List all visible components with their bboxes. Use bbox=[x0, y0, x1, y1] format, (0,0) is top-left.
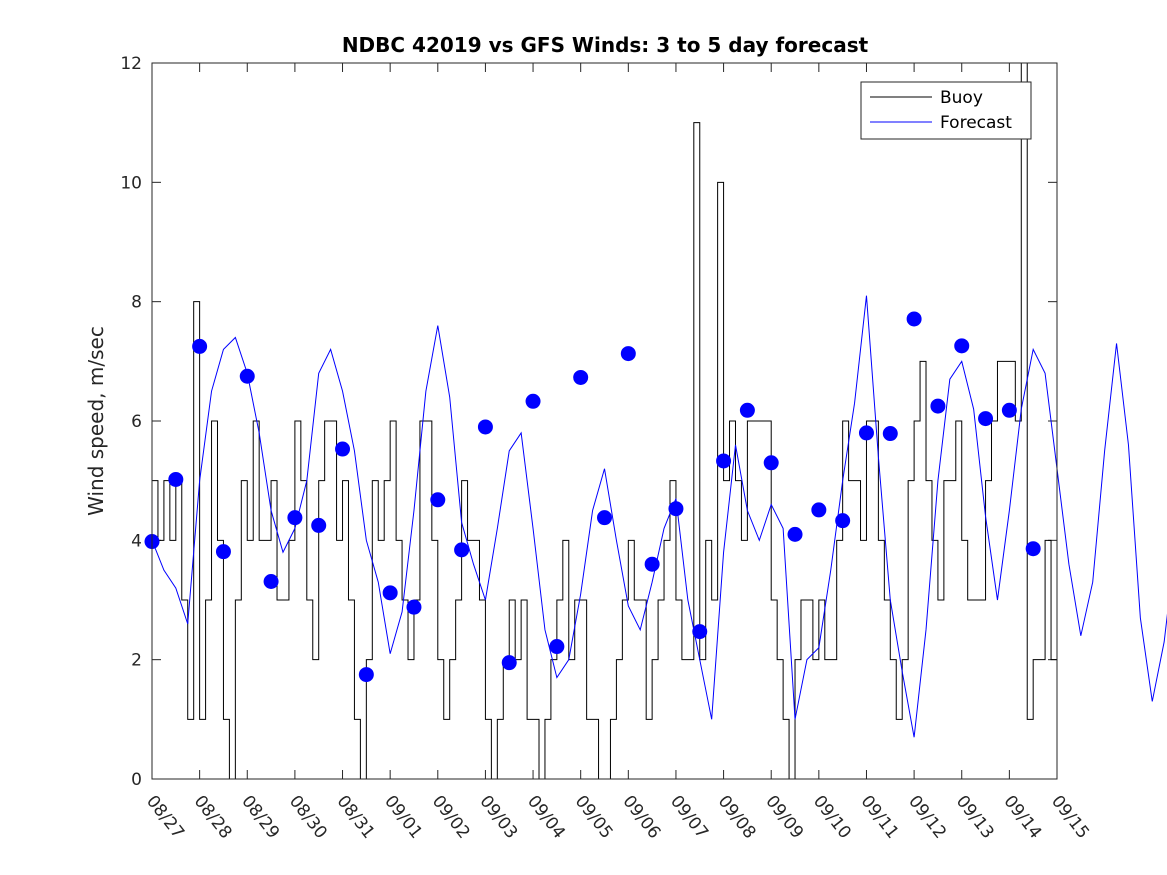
forecast-marker-11 bbox=[406, 599, 422, 615]
x-tick-label-12: 09/08 bbox=[714, 792, 760, 843]
y-axis-label: Wind speed, m/sec bbox=[84, 326, 108, 516]
forecast-marker-23 bbox=[692, 624, 708, 640]
x-tick-label-18: 09/14 bbox=[999, 792, 1045, 843]
y-tick-label-1: 2 bbox=[131, 651, 142, 671]
x-tick-label-15: 09/11 bbox=[857, 792, 903, 843]
forecast-marker-6 bbox=[287, 510, 303, 526]
x-tick-label-19: 09/15 bbox=[1047, 792, 1093, 843]
forecast-marker-18 bbox=[573, 369, 589, 385]
forecast-marker-1 bbox=[168, 471, 184, 487]
legend-forecast-label: Forecast bbox=[940, 113, 1012, 133]
forecast-marker-15 bbox=[501, 655, 517, 671]
forecast-marker-37 bbox=[1025, 541, 1041, 557]
forecast-marker-2 bbox=[192, 338, 208, 354]
forecast-marker-13 bbox=[454, 542, 470, 558]
y-tick-label-2: 4 bbox=[131, 531, 142, 551]
forecast-marker-27 bbox=[787, 526, 803, 542]
forecast-marker-8 bbox=[335, 441, 351, 457]
y-tick-label-4: 8 bbox=[131, 293, 142, 313]
forecast-marker-12 bbox=[430, 492, 446, 508]
legend: Buoy Forecast bbox=[860, 81, 1032, 140]
forecast-marker-19 bbox=[597, 510, 612, 526]
forecast-marker-3 bbox=[215, 544, 231, 560]
y-tick-label-0: 0 bbox=[131, 770, 142, 790]
y-tick-labels: 0 2 4 6 8 10 12 bbox=[120, 54, 142, 790]
x-tick-label-5: 09/01 bbox=[380, 792, 426, 843]
forecast-marker-17 bbox=[549, 639, 565, 655]
x-tick-label-17: 09/13 bbox=[952, 792, 998, 843]
forecast-marker-28 bbox=[811, 502, 827, 518]
x-tick-label-6: 09/02 bbox=[428, 792, 474, 843]
x-tick-label-1: 08/28 bbox=[190, 792, 236, 843]
tick-marks bbox=[151, 62, 1058, 780]
forecast-marker-22 bbox=[668, 501, 684, 517]
forecast-marker-33 bbox=[930, 398, 946, 414]
x-tick-label-4: 08/31 bbox=[333, 792, 379, 843]
forecast-marker-29 bbox=[835, 513, 851, 529]
plot-frame bbox=[151, 62, 1058, 780]
x-tick-label-0: 08/27 bbox=[142, 792, 188, 843]
forecast-marker-10 bbox=[382, 585, 398, 601]
x-tick-label-13: 09/09 bbox=[761, 792, 807, 843]
forecast-series-line bbox=[151, 295, 1167, 738]
x-tick-label-2: 08/29 bbox=[237, 792, 283, 843]
x-tick-label-8: 09/04 bbox=[523, 792, 569, 843]
x-tick-label-11: 09/07 bbox=[666, 792, 712, 843]
y-tick-label-6: 12 bbox=[120, 54, 142, 74]
x-tick-labels: 08/27 08/28 08/29 08/30 08/31 09/01 09/02 09/03… bbox=[142, 792, 1093, 843]
forecast-marker-4 bbox=[239, 368, 255, 384]
legend-box bbox=[860, 81, 1032, 140]
forecast-marker-5 bbox=[263, 574, 279, 589]
forecast-marker-35 bbox=[978, 411, 994, 427]
forecast-marker-7 bbox=[311, 517, 327, 533]
x-tick-label-10: 09/06 bbox=[618, 792, 664, 843]
forecast-series-group bbox=[151, 295, 1167, 738]
forecast-marker-21 bbox=[644, 556, 660, 572]
x-tick-label-7: 09/03 bbox=[475, 792, 521, 843]
forecast-marker-25 bbox=[739, 402, 755, 418]
chart-title: NDBC 42019 vs GFS Winds: 3 to 5 day fore… bbox=[342, 33, 869, 57]
forecast-marker-31 bbox=[882, 426, 898, 442]
forecast-marker-32 bbox=[906, 311, 922, 327]
forecast-marker-34 bbox=[954, 338, 970, 354]
x-tick-label-9: 09/05 bbox=[571, 792, 617, 843]
forecast-marker-24 bbox=[716, 453, 732, 469]
forecast-marker-16 bbox=[525, 393, 541, 409]
forecast-marker-26 bbox=[763, 455, 779, 471]
forecast-marker-9 bbox=[358, 667, 374, 683]
x-tick-label-3: 08/30 bbox=[285, 792, 331, 843]
forecast-marker-group bbox=[144, 311, 1041, 683]
legend-buoy-label: Buoy bbox=[940, 88, 983, 108]
forecast-marker-14 bbox=[477, 419, 493, 435]
x-tick-label-14: 09/10 bbox=[809, 792, 855, 843]
y-tick-label-3: 6 bbox=[131, 412, 142, 432]
forecast-marker-30 bbox=[858, 425, 874, 441]
forecast-marker-20 bbox=[620, 346, 636, 362]
y-tick-label-5: 10 bbox=[120, 173, 142, 193]
x-tick-label-16: 09/12 bbox=[904, 792, 950, 843]
forecast-marker-36 bbox=[1001, 402, 1017, 418]
